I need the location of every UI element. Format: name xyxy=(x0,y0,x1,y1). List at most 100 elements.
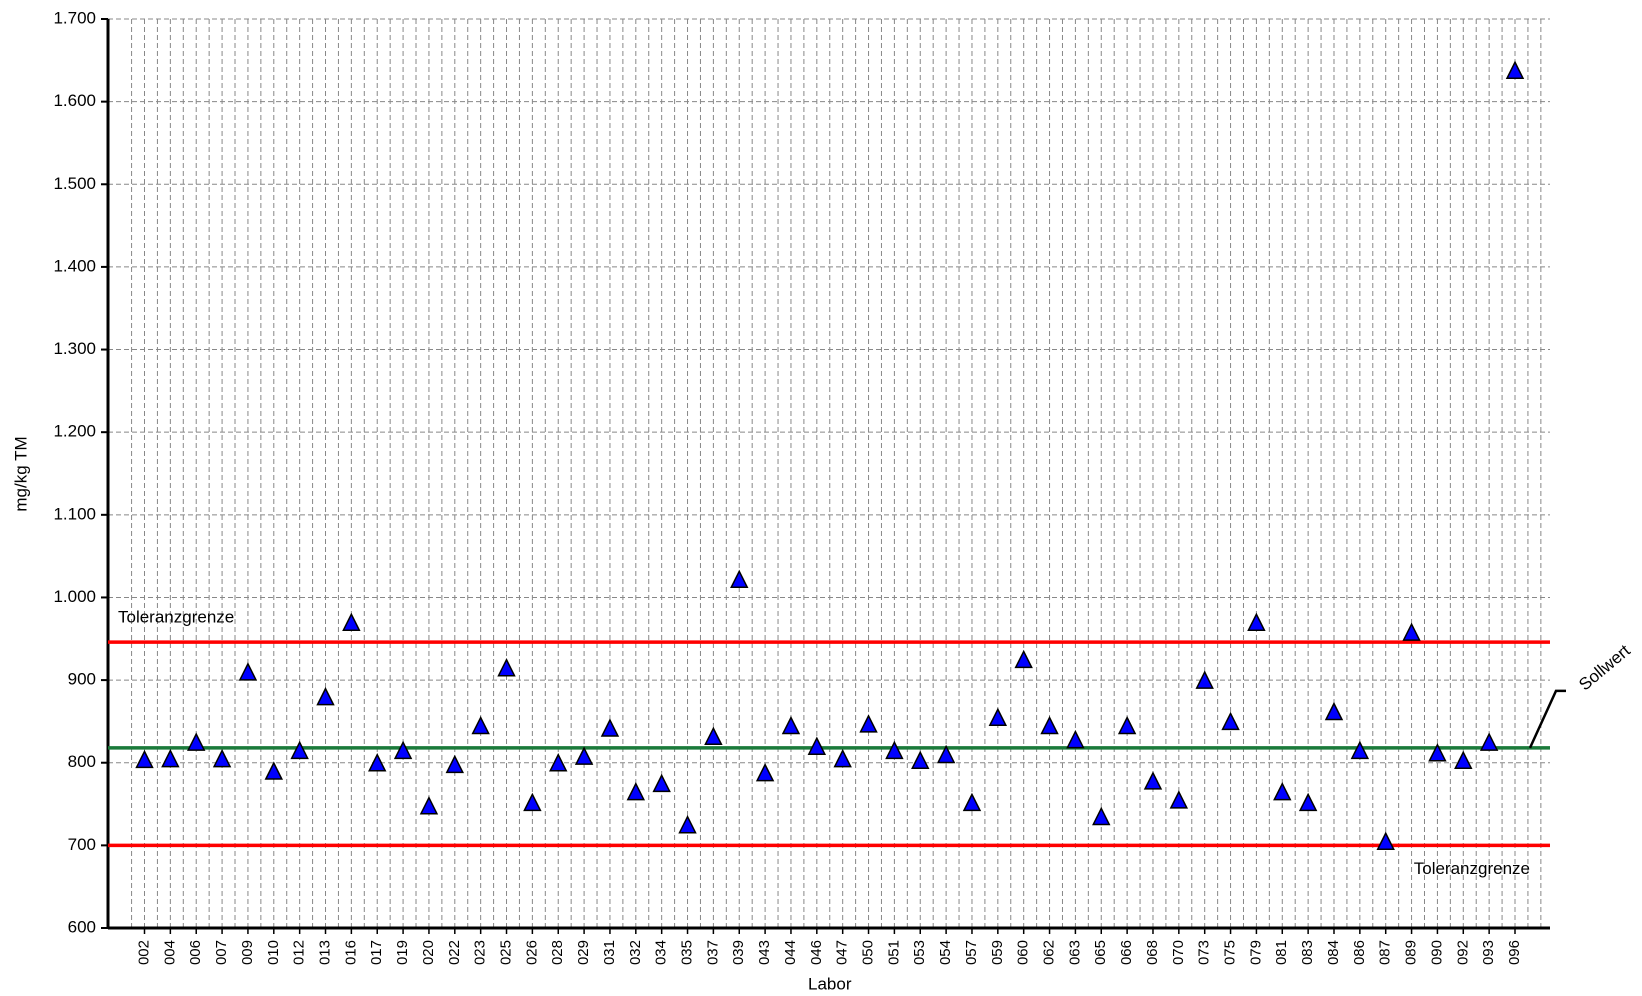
x-tick-label: 057 xyxy=(963,940,980,965)
y-tick-label: 1.000 xyxy=(53,587,96,606)
x-tick-label: 089 xyxy=(1403,940,1420,965)
reference-label: Sollwert xyxy=(1575,641,1634,695)
marker xyxy=(212,748,232,768)
marker xyxy=(1247,612,1266,631)
marker xyxy=(1454,750,1473,769)
y-tick-label: 800 xyxy=(68,752,96,771)
x-tick-label: 009 xyxy=(239,940,256,965)
x-tick-label: 034 xyxy=(653,940,670,965)
marker xyxy=(678,815,697,834)
x-tick-label: 023 xyxy=(472,940,489,965)
marker xyxy=(1428,743,1447,762)
marker xyxy=(264,761,284,780)
x-tick-label: 019 xyxy=(394,940,411,965)
marker xyxy=(807,736,827,755)
x-tick-label: 007 xyxy=(213,940,230,965)
marker xyxy=(316,686,335,706)
x-tick-label: 028 xyxy=(549,940,566,965)
marker xyxy=(859,714,878,733)
marker xyxy=(833,748,852,768)
marker xyxy=(1221,711,1240,731)
marker xyxy=(988,707,1008,727)
y-tick-label: 1.600 xyxy=(53,91,96,110)
x-tick-label: 096 xyxy=(1506,940,1523,965)
x-tick-label: 062 xyxy=(1041,940,1058,965)
x-tick-label: 004 xyxy=(161,940,178,965)
marker xyxy=(445,754,465,774)
marker xyxy=(1195,670,1214,689)
marker xyxy=(1479,732,1499,751)
x-axis-label: Labor xyxy=(808,974,852,993)
x-tick-label: 079 xyxy=(1247,940,1264,965)
marker xyxy=(781,715,801,735)
marker xyxy=(161,748,180,768)
marker xyxy=(936,744,956,764)
y-tick-label: 900 xyxy=(68,670,96,689)
x-tick-label: 010 xyxy=(265,940,282,965)
x-tick-label: 006 xyxy=(187,940,204,965)
x-tick-label: 075 xyxy=(1222,940,1239,965)
marker xyxy=(1505,60,1525,79)
x-tick-label: 012 xyxy=(291,940,308,965)
x-tick-label: 066 xyxy=(1118,940,1135,965)
x-tick-label: 073 xyxy=(1196,940,1213,965)
marker xyxy=(626,781,646,801)
marker xyxy=(1040,715,1059,735)
x-tick-label: 031 xyxy=(601,940,618,965)
x-tick-label: 054 xyxy=(937,940,954,965)
marker xyxy=(393,740,413,760)
marker xyxy=(730,569,749,589)
marker xyxy=(419,796,439,815)
x-tick-label: 070 xyxy=(1170,940,1187,965)
y-tick-label: 1.100 xyxy=(53,504,96,523)
x-tick-label: 017 xyxy=(368,940,385,965)
x-tick-label: 046 xyxy=(808,940,825,965)
y-tick-label: 700 xyxy=(68,835,96,854)
x-tick-label: 032 xyxy=(627,940,644,965)
y-tick-label: 1.200 xyxy=(53,422,96,441)
x-tick-label: 051 xyxy=(885,940,902,965)
x-tick-label: 090 xyxy=(1428,940,1445,965)
x-tick-label: 050 xyxy=(860,940,877,965)
marker xyxy=(704,726,723,746)
x-tick-label: 029 xyxy=(575,940,592,965)
x-tick-label: 044 xyxy=(782,940,799,965)
marker xyxy=(1273,781,1292,801)
x-tick-label: 035 xyxy=(678,940,695,965)
marker xyxy=(885,740,904,760)
x-tick-label: 065 xyxy=(1092,940,1109,965)
marker xyxy=(238,662,258,681)
x-tick-label: 083 xyxy=(1299,940,1316,965)
x-tick-label: 043 xyxy=(756,940,773,965)
marker xyxy=(962,792,982,812)
y-tick-label: 1.400 xyxy=(53,256,96,275)
x-tick-label: 092 xyxy=(1454,940,1471,965)
x-tick-label: 025 xyxy=(497,940,514,965)
marker xyxy=(342,612,361,631)
reference-label: Toleranzgrenze xyxy=(1414,859,1530,878)
x-tick-label: 053 xyxy=(911,940,928,965)
x-tick-label: 086 xyxy=(1351,940,1368,965)
marker xyxy=(1169,790,1189,809)
x-tick-label: 013 xyxy=(316,940,333,965)
y-tick-label: 1.500 xyxy=(53,174,96,193)
marker xyxy=(1324,701,1344,721)
marker xyxy=(1092,806,1111,826)
marker xyxy=(187,732,206,751)
marker xyxy=(1402,622,1421,641)
x-tick-label: 081 xyxy=(1273,940,1290,965)
x-tick-label: 059 xyxy=(989,940,1006,965)
x-tick-label: 016 xyxy=(342,940,359,965)
x-tick-label: 068 xyxy=(1144,940,1161,965)
marker xyxy=(549,753,568,772)
label-leader xyxy=(1528,689,1566,749)
x-tick-label: 087 xyxy=(1377,940,1394,965)
y-tick-label: 1.700 xyxy=(53,8,96,27)
marker xyxy=(497,658,516,677)
x-tick-label: 002 xyxy=(135,940,152,965)
marker xyxy=(1376,831,1395,850)
y-axis-label: mg/kg TM xyxy=(11,436,30,511)
marker xyxy=(1143,771,1163,790)
marker xyxy=(1350,740,1370,760)
x-tick-label: 037 xyxy=(704,940,721,965)
